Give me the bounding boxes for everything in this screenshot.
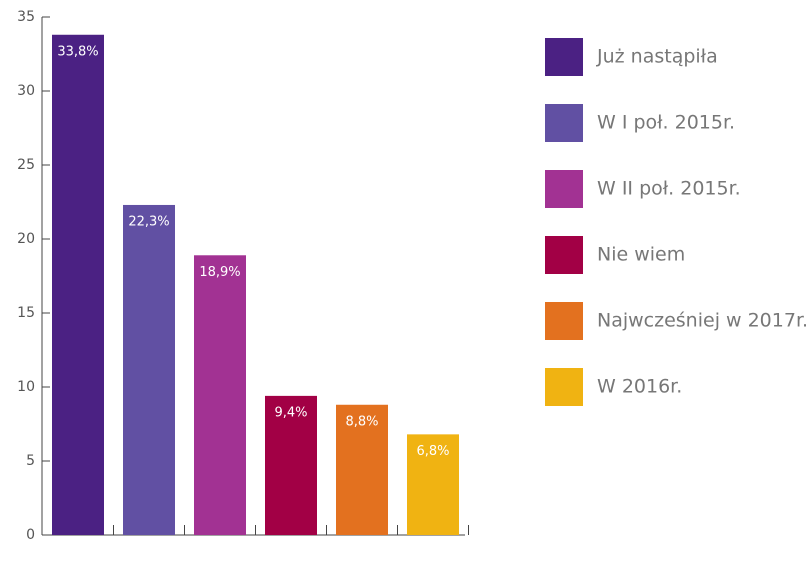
y-tick-label: 15 (17, 305, 35, 321)
legend-swatch (545, 104, 583, 142)
legend-label: W II poł. 2015r. (597, 178, 741, 200)
bar (52, 34, 104, 535)
bar (194, 255, 246, 535)
legend-swatch (545, 236, 583, 274)
legend-label: Nie wiem (597, 244, 685, 266)
bar (336, 404, 388, 535)
value-label: 22,3% (128, 214, 169, 229)
bar (265, 395, 317, 535)
y-tick-label: 30 (17, 83, 35, 99)
legend-label: W I poł. 2015r. (597, 112, 735, 134)
bar (407, 434, 459, 535)
y-tick-label: 0 (26, 527, 35, 543)
y-tick-label: 25 (17, 157, 35, 173)
y-tick-label: 10 (17, 379, 35, 395)
legend-label: Już nastąpiła (596, 46, 718, 68)
legend-label: Najwcześniej w 2017r. (597, 310, 808, 332)
y-tick-label: 20 (17, 231, 35, 247)
legend-swatch (545, 302, 583, 340)
legend-label: W 2016r. (597, 376, 682, 398)
bar (123, 204, 175, 535)
legend-swatch (545, 368, 583, 406)
legend-swatch (545, 38, 583, 76)
value-label: 9,4% (274, 405, 307, 420)
value-label: 33,8% (57, 44, 98, 59)
value-label: 18,9% (199, 265, 240, 280)
value-label: 6,8% (416, 444, 449, 459)
y-tick-label: 5 (26, 453, 35, 469)
y-tick-label: 35 (17, 9, 35, 25)
legend-swatch (545, 170, 583, 208)
value-label: 8,8% (345, 414, 378, 429)
